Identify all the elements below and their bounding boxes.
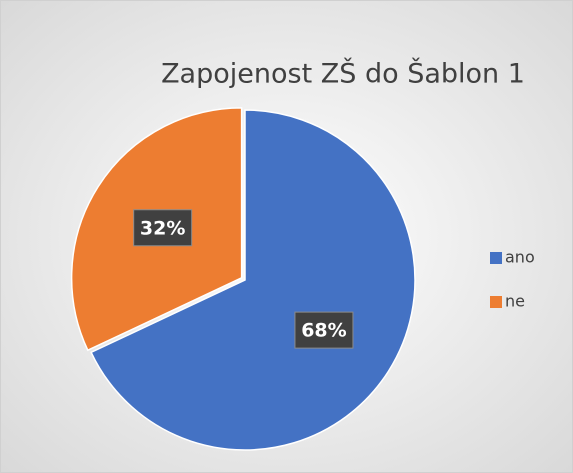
data-label-box [294,311,354,349]
data-label: 68% [301,320,346,342]
legend-swatch [490,252,502,264]
legend-label: ano [505,248,535,267]
data-label: 32% [140,217,185,239]
pie-slice [90,109,416,451]
chart-title: Zapojenost ZŠ do Šablon 1 [161,58,525,90]
legend-label: ne [505,292,525,311]
data-label-box [133,209,193,247]
legend-swatch [490,296,502,308]
